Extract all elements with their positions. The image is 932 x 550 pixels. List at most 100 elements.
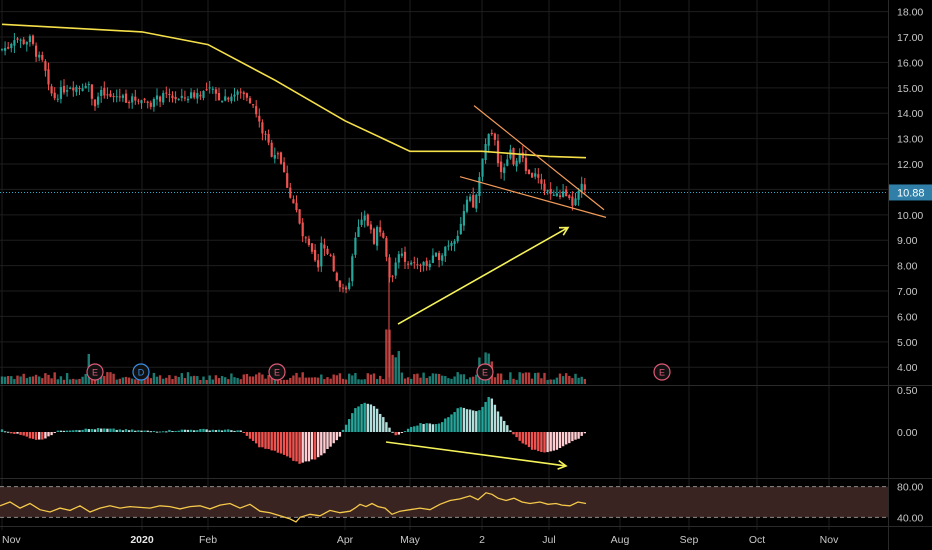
macd-bar <box>282 432 286 455</box>
candle-body <box>310 243 314 252</box>
macd-bar <box>394 432 397 436</box>
candle-body <box>227 97 230 100</box>
candle-body <box>28 36 31 43</box>
macd-bar <box>456 408 459 432</box>
macd-arrow <box>385 441 567 467</box>
volume-bar <box>186 372 190 384</box>
macd-bar <box>400 432 404 433</box>
candle-body <box>478 177 481 196</box>
macd-bar <box>388 427 391 432</box>
candle-body <box>410 262 413 265</box>
macd-bar <box>357 406 360 432</box>
macd-bar <box>468 409 472 432</box>
macd-bar <box>292 432 295 461</box>
candle-body <box>202 90 205 98</box>
macd-bar <box>490 398 493 432</box>
candle-body <box>444 246 447 257</box>
volume-bar <box>521 373 524 384</box>
volume-bar <box>174 375 177 384</box>
volume-bar <box>84 373 87 384</box>
macd-bar <box>481 406 484 432</box>
volume-bar <box>41 378 44 384</box>
candle-body <box>59 87 62 99</box>
volume-bar <box>109 372 112 384</box>
macd-arrow-head <box>557 459 568 470</box>
earnings-marker-circle <box>476 363 494 381</box>
candle-body <box>236 91 239 95</box>
candle-body <box>124 93 128 103</box>
macd-histogram <box>0 397 586 464</box>
candle-body <box>301 222 304 237</box>
candle-body <box>84 85 87 89</box>
candle-body <box>286 173 289 188</box>
price-axis-tick: 10.00 <box>897 210 923 222</box>
volume-bar <box>400 372 404 384</box>
candle-body <box>242 92 245 95</box>
macd-bar <box>484 401 487 432</box>
volume-bar <box>406 377 410 384</box>
macd-bar <box>295 432 298 462</box>
macd-bar <box>416 425 419 432</box>
macd-bar <box>106 428 109 432</box>
volume-bar <box>363 379 366 384</box>
candle-body <box>35 45 38 57</box>
price-axis-tick: 7.00 <box>897 286 918 298</box>
volume-bar <box>425 377 428 384</box>
candle-body <box>379 227 382 233</box>
candle-body <box>171 95 174 99</box>
macd-bar <box>103 428 106 432</box>
macd-bar <box>310 432 314 460</box>
candle-body <box>580 183 583 193</box>
candle-body <box>109 93 112 97</box>
volume-bar <box>580 376 583 384</box>
candle-body <box>131 96 134 103</box>
rsi-line <box>0 492 587 523</box>
price-axis-tick: 12.00 <box>897 159 923 171</box>
macd-bar <box>425 423 428 432</box>
volume-bar <box>255 374 258 384</box>
candle-body <box>565 189 568 197</box>
macd-bar <box>462 407 466 432</box>
time-axis-tick: 2020 <box>130 534 154 546</box>
macd-bar <box>410 426 413 432</box>
volume-bar <box>28 376 32 384</box>
candle-body <box>304 237 307 239</box>
candle-body <box>221 100 224 102</box>
candle-body <box>152 99 155 107</box>
macd-bar <box>121 430 125 432</box>
macd-bar <box>186 429 190 432</box>
macd-bar <box>90 428 94 432</box>
volume-bar <box>543 372 546 384</box>
candle-body <box>503 167 506 174</box>
macd-bar <box>233 430 236 432</box>
macd-bar <box>524 432 528 445</box>
axis-labels: 18.0017.0016.0015.0014.0013.0012.0011.00… <box>2 7 932 546</box>
volume-bar <box>242 374 245 384</box>
price-axis-tick: 18.00 <box>897 7 923 19</box>
macd-bar <box>521 432 524 444</box>
volume-bar <box>258 372 261 384</box>
macd-bar <box>47 432 50 437</box>
candle-body <box>341 287 345 289</box>
candle-body <box>72 87 75 91</box>
volume-bar <box>224 377 227 384</box>
macd-bar <box>65 430 69 432</box>
volume-bar <box>453 376 456 384</box>
volume-bar <box>462 374 466 384</box>
volume-bar <box>100 374 103 384</box>
volume-bar <box>131 378 134 384</box>
volume-bar <box>512 378 515 384</box>
macd-bar <box>382 417 385 432</box>
volume-bar <box>273 378 276 384</box>
candle-body <box>62 85 66 93</box>
price-axis-tick: 5.00 <box>897 337 918 349</box>
candle-body <box>317 260 320 268</box>
candle-body <box>19 39 22 41</box>
volume-bar <box>211 379 214 384</box>
candle-body <box>233 94 236 97</box>
macd-bar <box>419 423 422 432</box>
volume-bar <box>301 372 304 384</box>
volume-bar <box>506 379 509 384</box>
candle-body <box>292 199 295 204</box>
